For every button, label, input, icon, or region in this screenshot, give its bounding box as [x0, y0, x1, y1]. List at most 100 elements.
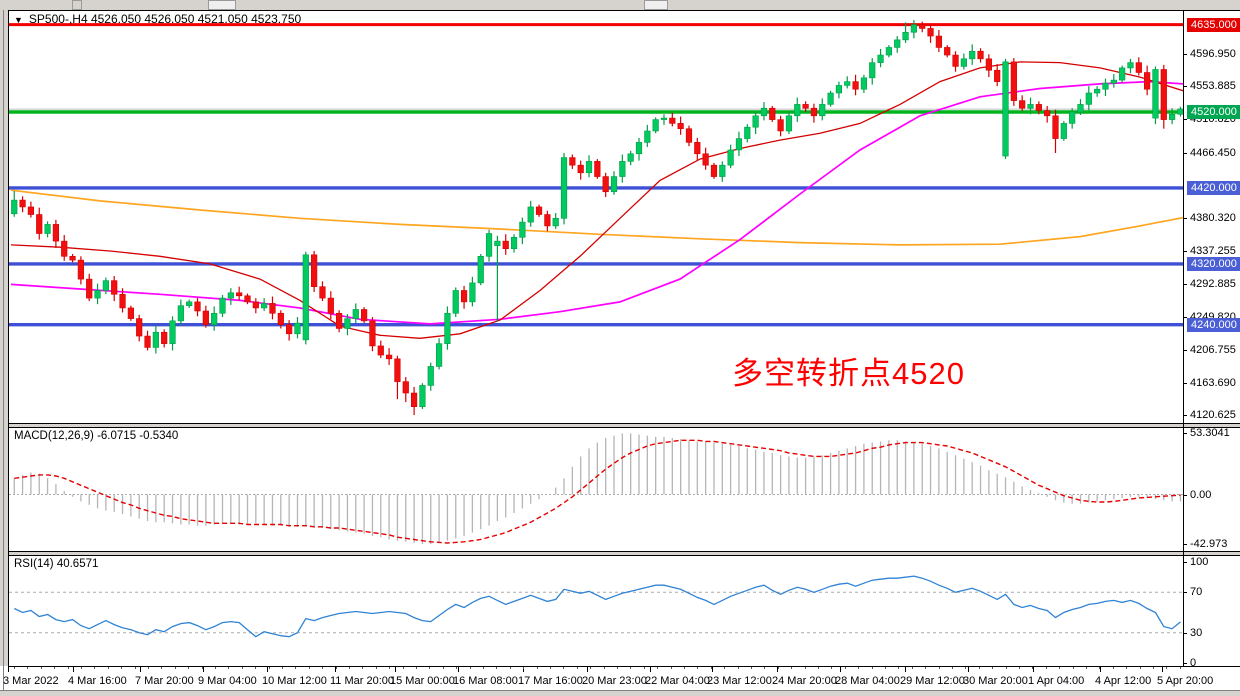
- time-axis-major-tick: [140, 667, 141, 672]
- candle-body: [385, 354, 393, 360]
- time-axis-minor-tick: [483, 667, 484, 669]
- candle-body: [552, 218, 559, 227]
- time-axis-major-tick: [73, 667, 74, 672]
- time-axis-minor-tick: [992, 667, 993, 669]
- time-axis-minor-tick: [416, 667, 417, 669]
- time-axis-minor-tick: [215, 667, 216, 669]
- candle-body: [136, 318, 143, 337]
- chevron-down-icon[interactable]: ▼: [14, 15, 23, 25]
- time-axis-minor-tick: [175, 667, 176, 669]
- macd-chart[interactable]: [8, 427, 1183, 552]
- time-axis-major-tick: [458, 667, 459, 672]
- axis-tick-mark: [1183, 152, 1187, 154]
- rsi-panel[interactable]: [8, 555, 1240, 666]
- panel-splitter[interactable]: [0, 552, 1240, 555]
- time-axis-minor-tick: [14, 667, 15, 669]
- candle-body: [311, 254, 318, 287]
- candle-body: [644, 130, 651, 143]
- candle-body: [27, 206, 35, 215]
- time-axis-minor-tick: [1113, 667, 1114, 669]
- candle-body: [219, 297, 226, 314]
- time-axis-minor-tick: [443, 667, 444, 669]
- candle-body: [394, 358, 401, 382]
- candle-body: [569, 157, 576, 166]
- candle-body: [410, 392, 418, 407]
- candle-body: [1035, 104, 1042, 111]
- price-axis-border[interactable]: [1183, 10, 1184, 667]
- candle-body: [169, 320, 176, 344]
- axis-tick-mark: [1183, 632, 1187, 634]
- main-chart-panel[interactable]: [8, 10, 1240, 424]
- panel-border: [8, 427, 1240, 428]
- candle-body: [602, 176, 609, 193]
- candle-body: [327, 297, 334, 314]
- time-axis-minor-tick: [202, 667, 203, 669]
- candle-body: [710, 164, 718, 177]
- time-axis-minor-tick: [751, 667, 752, 669]
- candle-body: [377, 345, 384, 356]
- candle-body: [1077, 104, 1084, 113]
- price-chart[interactable]: [8, 10, 1183, 424]
- price-level-badge: 4240.000: [1187, 317, 1240, 332]
- time-axis-minor-tick: [952, 667, 953, 669]
- candle-body: [1102, 82, 1109, 90]
- candle-body: [819, 104, 826, 117]
- candle-body: [977, 50, 984, 60]
- rsi-chart[interactable]: [8, 555, 1183, 666]
- macd-label: MACD(12,26,9) -6.0715 -0.5340: [14, 430, 179, 442]
- time-axis-label: 11 Mar 20:00: [330, 675, 395, 687]
- candle-body: [69, 256, 76, 261]
- time-axis-major-tick: [8, 667, 9, 672]
- window-chrome-top: [0, 0, 1240, 10]
- candle-body: [910, 24, 917, 33]
- time-axis-label: 7 Mar 20:00: [135, 675, 194, 687]
- candle-body: [594, 161, 601, 177]
- candle-body: [852, 81, 859, 90]
- candle-body: [52, 224, 59, 242]
- candle-body: [1044, 110, 1051, 117]
- time-axis-minor-tick: [282, 667, 283, 669]
- time-axis-label: 4 Apr 12:00: [1095, 675, 1152, 687]
- rsi-axis-tick-label: 70: [1190, 586, 1203, 599]
- time-axis-minor-tick: [738, 667, 739, 669]
- axis-tick-mark: [1183, 432, 1187, 434]
- candle-body: [427, 366, 434, 386]
- candle-body: [1177, 108, 1183, 115]
- candle-body: [36, 214, 43, 234]
- candle-body: [985, 58, 992, 71]
- time-axis-minor-tick: [510, 667, 511, 669]
- candle-body: [944, 47, 951, 56]
- candle-body: [11, 199, 18, 215]
- candle-body: [127, 307, 134, 319]
- time-axis-minor-tick: [27, 667, 28, 669]
- candle-body: [236, 292, 243, 297]
- candle-body: [1002, 61, 1009, 157]
- candle-body: [577, 164, 584, 174]
- time-axis-minor-tick: [1019, 667, 1020, 669]
- time-axis-major-tick: [968, 667, 969, 672]
- candle-body: [1027, 104, 1034, 109]
- panel-border: [8, 555, 1240, 556]
- price-level-badge: 4420.000: [1187, 180, 1240, 195]
- candle-body: [1127, 62, 1134, 69]
- candle-body: [44, 224, 51, 234]
- candle-body: [435, 343, 443, 367]
- time-axis-minor-tick: [94, 667, 95, 669]
- orange-moving-average-line: [10, 189, 1183, 246]
- panel-splitter[interactable]: [0, 424, 1240, 427]
- candle-body: [286, 324, 293, 335]
- candle-body: [752, 115, 759, 128]
- time-axis-label: 30 Mar 20:00: [963, 675, 1028, 687]
- time-axis-minor-tick: [925, 667, 926, 669]
- time-axis-label: 17 Mar 16:00: [518, 675, 583, 687]
- candle-body: [261, 303, 268, 309]
- time-axis-minor-tick: [671, 667, 672, 669]
- candle-body: [419, 385, 426, 407]
- candle-body: [444, 312, 451, 344]
- macd-panel[interactable]: [8, 427, 1240, 552]
- candle-body: [369, 320, 376, 347]
- candle-body: [211, 312, 218, 325]
- candle-body: [77, 259, 84, 280]
- time-axis-minor-tick: [845, 667, 846, 669]
